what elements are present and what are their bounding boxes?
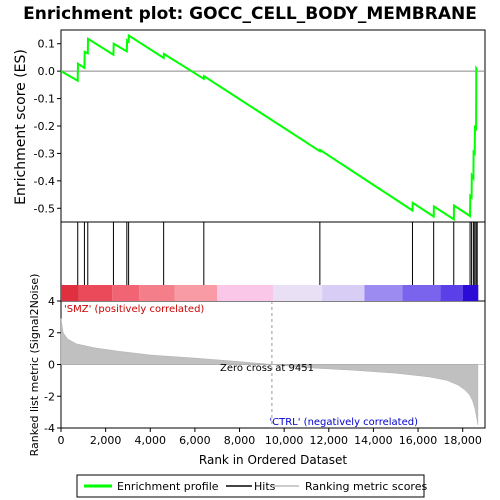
x-tick-label: 8,000: [224, 434, 256, 447]
es-panel-frame: [60, 29, 486, 223]
bar-segment: [402, 285, 441, 301]
bar-segment: [139, 285, 175, 301]
es-y-tick-label: 0.1: [38, 38, 56, 51]
bar-segment: [112, 285, 140, 301]
enrichment-profile-line: [60, 33, 479, 222]
es-y-tick-label: -0.3: [34, 147, 55, 160]
x-tick-label: 0: [58, 434, 65, 447]
chart-title: Enrichment plot: GOCC_CELL_BODY_MEMBRANE: [23, 4, 477, 24]
bar-segment: [364, 285, 403, 301]
metric-y-tick-label: -4: [44, 422, 55, 435]
x-tick-label: 6,000: [179, 434, 211, 447]
metric-y-axis: 4 2 0 -2 -4: [44, 295, 61, 435]
x-tick-label: 12,000: [310, 434, 349, 447]
ranking-color-bar: [61, 285, 479, 301]
es-y-tick-label: 0.0: [38, 65, 56, 78]
metric-y-axis-label: Ranked list metric (Signal2Noise): [28, 274, 41, 457]
bar-segment: [217, 285, 273, 301]
metric-y-tick-label: 0: [48, 359, 55, 372]
x-tick-label: 14,000: [354, 434, 393, 447]
metric-y-tick-label: 4: [48, 295, 55, 308]
bar-segment: [78, 285, 113, 301]
es-y-tick-label: -0.2: [34, 120, 55, 133]
x-tick-label: 10,000: [265, 434, 304, 447]
ranking-metric-area: [60, 301, 485, 428]
metric-y-tick-label: 2: [48, 327, 55, 340]
zero-cross-label: Zero cross at 9451: [220, 363, 314, 374]
rank-x-axis: 0 2,000 4,000 6,000 8,000 10,000 12,000 14,000 1…: [58, 428, 482, 447]
bar-segment: [273, 285, 323, 301]
es-y-tick-label: -0.1: [34, 93, 55, 106]
neg-correlated-label: 'CTRL' (negatively correlated): [269, 417, 418, 428]
es-y-tick-label: -0.5: [34, 202, 55, 215]
metric-area: [60, 318, 479, 425]
bar-segment: [462, 285, 479, 301]
x-axis-label: Rank in Ordered Dataset: [199, 453, 347, 467]
metric-y-tick-label: -2: [44, 390, 55, 403]
enrichment-profile-series: [60, 33, 479, 222]
x-tick-label: 16,000: [399, 434, 438, 447]
pos-correlated-label: 'SMZ' (positively correlated): [64, 304, 204, 315]
legend-enrichment-label: Enrichment profile: [117, 480, 219, 493]
es-y-axis: 0.1 0.0 -0.1 -0.2 -0.3 -0.4 -0.5: [34, 38, 61, 215]
x-tick-label: 4,000: [135, 434, 167, 447]
es-y-tick-label: -0.4: [34, 175, 55, 188]
bar-segment: [61, 285, 79, 301]
legend: Enrichment profile Hits Ranking metric s…: [76, 474, 427, 498]
bar-segment: [174, 285, 218, 301]
hits-layer: [77, 222, 478, 285]
x-tick-label: 18,000: [443, 434, 482, 447]
es-y-axis-label: Enrichment score (ES): [13, 49, 29, 205]
x-tick-label: 2,000: [90, 434, 122, 447]
legend-metric-label: Ranking metric scores: [305, 480, 427, 493]
bar-segment: [440, 285, 463, 301]
bar-segment: [322, 285, 365, 301]
legend-hits-label: Hits: [254, 480, 276, 493]
